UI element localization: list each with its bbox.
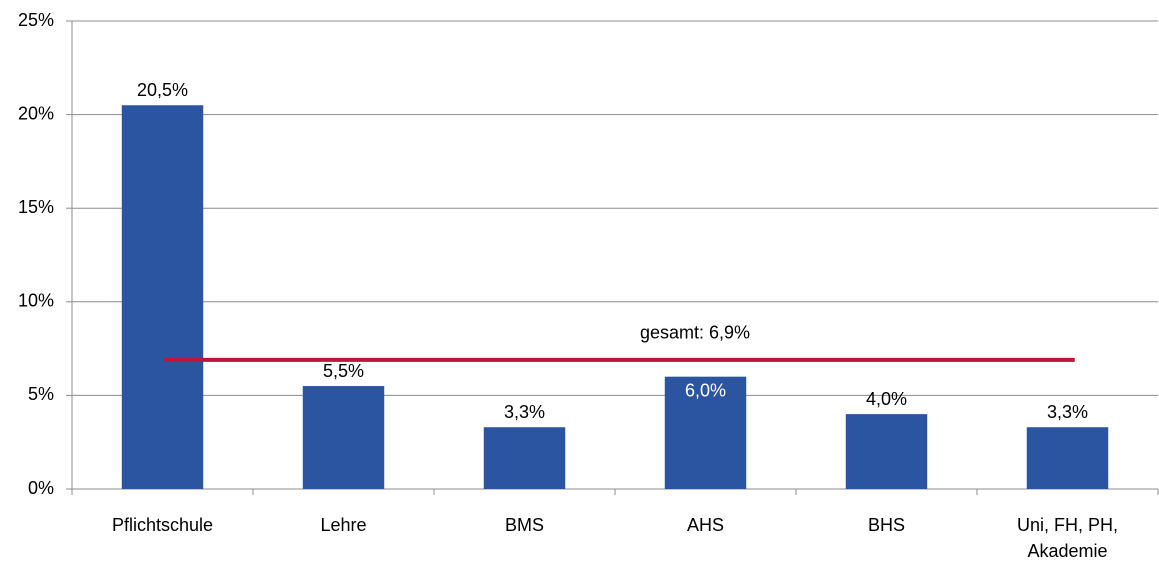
data-label: 5,5% [323,361,364,381]
x-tick-label: Uni, FH, PH, Akademie [1016,515,1118,561]
x-tick-label: BHS [867,515,905,535]
bar [302,386,385,489]
x-tick-label: Lehre [320,515,367,535]
bar [845,414,928,489]
x-tick-label: AHS [686,515,724,535]
data-label: 6,0% [685,380,726,400]
x-tick-label: Pflichtschule [111,515,214,535]
y-tick-label: 15% [18,197,54,217]
y-tick-label: 5% [28,384,54,404]
bar [483,427,566,489]
y-tick-label: 20% [18,103,54,123]
data-label: 4,0% [866,389,907,409]
reference-label: gesamt: 6,9% [640,323,750,343]
y-tick-label: 0% [28,478,54,498]
y-tick-label: 10% [18,291,54,311]
bar [664,376,747,489]
data-label: 3,3% [504,402,545,422]
bar [121,105,204,490]
data-label: 20,5% [137,80,188,100]
y-tick-label: 25% [18,10,54,30]
x-tick-label: BMS [504,515,544,535]
data-label: 3,3% [1047,402,1088,422]
bar [1026,427,1109,489]
